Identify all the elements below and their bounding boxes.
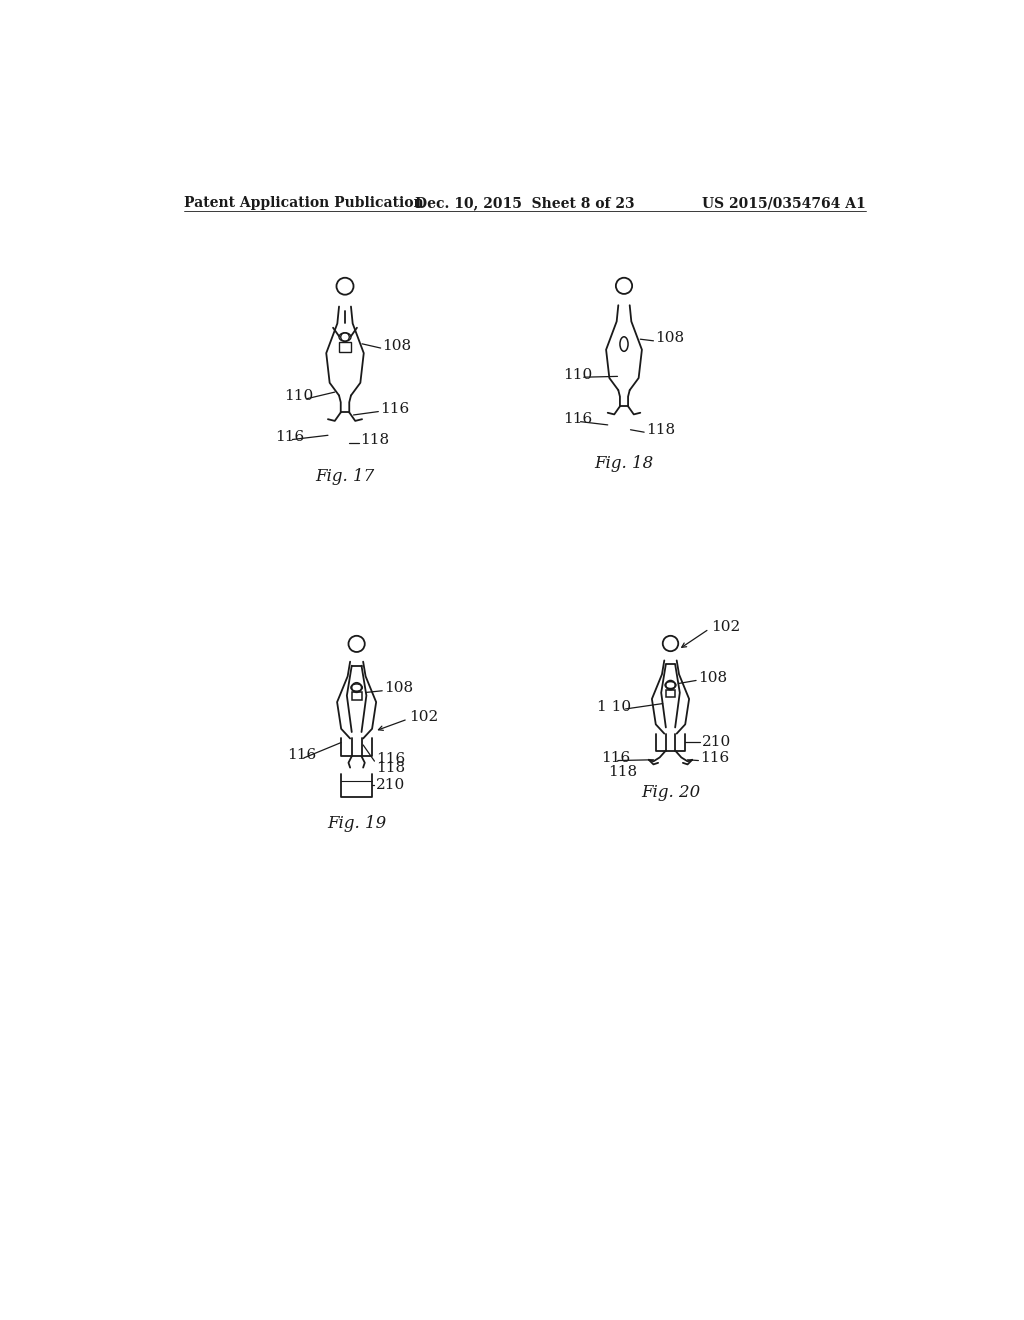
Bar <box>666 689 675 697</box>
Text: 110: 110 <box>285 389 313 404</box>
Text: 116: 116 <box>287 748 316 763</box>
Text: Patent Application Publication: Patent Application Publication <box>183 197 424 210</box>
Text: 108: 108 <box>384 681 413 696</box>
Text: 116: 116 <box>601 751 630 766</box>
Text: Fig. 17: Fig. 17 <box>315 469 375 486</box>
Text: 108: 108 <box>382 338 412 352</box>
Text: 116: 116 <box>376 751 406 766</box>
Text: 116: 116 <box>563 412 593 426</box>
Text: Dec. 10, 2015  Sheet 8 of 23: Dec. 10, 2015 Sheet 8 of 23 <box>415 197 635 210</box>
Text: 118: 118 <box>376 760 406 775</box>
Text: Fig. 18: Fig. 18 <box>594 455 653 473</box>
Text: 118: 118 <box>646 422 675 437</box>
Text: US 2015/0354764 A1: US 2015/0354764 A1 <box>702 197 866 210</box>
Text: 102: 102 <box>711 619 740 634</box>
Text: 108: 108 <box>697 671 727 685</box>
Text: 118: 118 <box>608 766 638 779</box>
Text: Fig. 19: Fig. 19 <box>327 816 386 832</box>
Text: 210: 210 <box>701 735 731 748</box>
Text: 102: 102 <box>410 710 438 723</box>
Text: 1 10: 1 10 <box>597 700 631 714</box>
Text: 116: 116 <box>275 430 304 444</box>
Bar <box>339 342 351 352</box>
Text: 210: 210 <box>376 779 406 792</box>
Text: Fig. 20: Fig. 20 <box>641 784 700 801</box>
Text: 118: 118 <box>360 433 389 447</box>
Text: 116: 116 <box>700 751 729 766</box>
Text: 116: 116 <box>380 403 410 416</box>
Bar <box>351 693 361 701</box>
Text: 110: 110 <box>563 368 593 381</box>
Text: 108: 108 <box>655 331 684 346</box>
